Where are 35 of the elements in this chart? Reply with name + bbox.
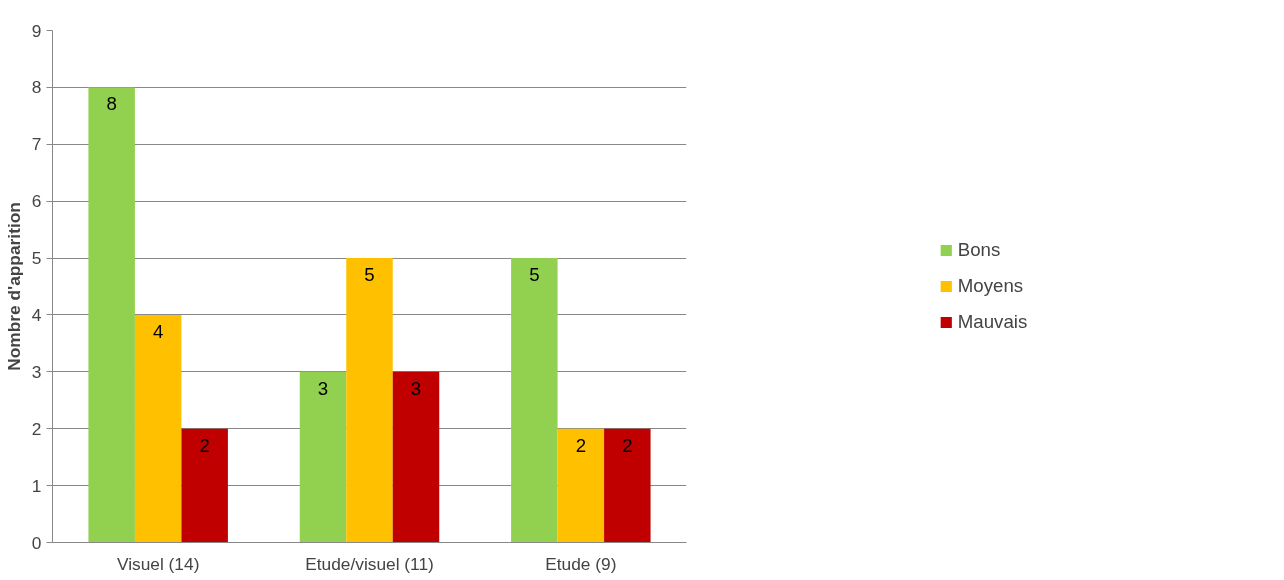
y-tick-label: 5 bbox=[31, 248, 42, 269]
bar bbox=[299, 371, 347, 543]
y-tick-label: 2 bbox=[31, 418, 42, 439]
y-tick-label: 6 bbox=[31, 191, 42, 212]
data-label: 8 bbox=[106, 93, 117, 115]
data-label: 2 bbox=[575, 434, 587, 456]
y-tick-label: 9 bbox=[31, 20, 42, 41]
bar bbox=[557, 428, 605, 543]
y-tick-label: 7 bbox=[31, 134, 42, 155]
bar bbox=[88, 87, 135, 543]
y-tick-label: 4 bbox=[31, 304, 42, 325]
data-label: 4 bbox=[152, 320, 164, 342]
x-tick-label: Visuel (14) bbox=[116, 553, 200, 574]
bar bbox=[604, 428, 651, 543]
bar bbox=[511, 258, 558, 543]
y-tick-label: 0 bbox=[31, 532, 42, 553]
y-tick-label: 1 bbox=[31, 475, 42, 496]
bar bbox=[346, 258, 393, 543]
data-label: 5 bbox=[529, 264, 540, 286]
legend-label: Mauvais bbox=[957, 311, 1028, 333]
bar bbox=[181, 428, 228, 543]
data-label: 2 bbox=[622, 434, 633, 456]
bar bbox=[134, 314, 182, 543]
data-label: 3 bbox=[410, 377, 422, 399]
data-label: 2 bbox=[199, 434, 210, 456]
x-tick-label: Etude/visuel (11) bbox=[305, 553, 434, 574]
y-tick-label: 3 bbox=[31, 361, 42, 382]
legend-label: Bons bbox=[957, 239, 1001, 261]
bar bbox=[392, 371, 440, 543]
data-label: 5 bbox=[364, 264, 375, 286]
y-tick-label: 8 bbox=[31, 77, 42, 98]
x-tick-label: Etude (9) bbox=[545, 553, 617, 574]
legend-label: Moyens bbox=[957, 275, 1024, 297]
y-axis-title: Nombre d'apparition bbox=[3, 202, 24, 371]
data-label: 3 bbox=[317, 377, 329, 399]
